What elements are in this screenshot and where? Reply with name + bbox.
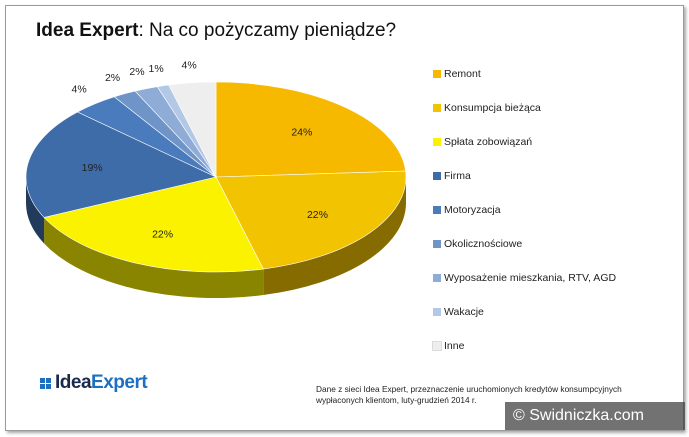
legend-item: Remont: [433, 68, 481, 80]
legend-swatch: [432, 341, 442, 351]
legend-item: Wakacje: [433, 306, 484, 318]
legend-item: Firma: [433, 170, 471, 182]
pie-data-label: 4%: [181, 59, 196, 71]
pie-data-label: 24%: [291, 126, 312, 138]
legend-swatch: [433, 138, 441, 146]
legend-label: Wakacje: [444, 306, 484, 318]
logo-expert-text: Expert: [91, 372, 148, 393]
legend-item: Konsumpcja bieżąca: [433, 102, 541, 114]
legend-label: Okolicznościowe: [444, 238, 523, 250]
logo-dots-icon: [40, 377, 51, 389]
legend-item: Okolicznościowe: [433, 238, 522, 250]
pie-data-label: 4%: [72, 83, 87, 95]
logo-idea-text: Idea: [55, 372, 92, 393]
pie-data-label: 1%: [149, 63, 164, 75]
pie-data-label: 2%: [105, 72, 120, 84]
source-note-line-1: Dane z sieci Idea Expert, przeznaczenie …: [316, 384, 622, 394]
pie-data-label: 22%: [307, 209, 328, 221]
chart-title-question: : Na co pożyczamy pieniądze?: [138, 20, 397, 41]
legend-swatch: [433, 70, 441, 78]
pie-slice: [215, 81, 406, 178]
legend-swatch: [433, 274, 441, 282]
idea-expert-logo: Idea Expert: [40, 372, 148, 394]
chart-title-brand: Idea Expert: [36, 20, 139, 41]
legend-item: Wyposażenie mieszkania, RTV, AGD: [433, 272, 616, 284]
pie-slice: [25, 111, 217, 218]
legend-label: Inne: [444, 340, 465, 352]
legend-label: Spłata zobowiązań: [444, 136, 533, 148]
legend-label: Motoryzacja: [444, 204, 501, 216]
pie-slice: [43, 176, 264, 273]
pie-data-label: 22%: [152, 229, 173, 241]
legend-label: Konsumpcja bieżąca: [444, 102, 541, 114]
pie-data-label: 19%: [82, 162, 103, 174]
legend-swatch: [433, 172, 441, 180]
chart-title: Idea Expert: Na co pożyczamy pieniądze?: [36, 20, 396, 42]
legend-swatch: [433, 308, 441, 316]
source-note: Dane z sieci Idea Expert, przeznaczenie …: [316, 384, 676, 406]
pie-data-label: 2%: [129, 66, 144, 78]
legend-label: Remont: [444, 68, 481, 80]
legend-swatch: [433, 206, 441, 214]
pie-slice: [168, 81, 217, 178]
pie-slice-side: [44, 217, 264, 298]
pie-slice: [215, 170, 407, 270]
legend-swatch: [433, 240, 441, 248]
legend-label: Firma: [444, 170, 471, 182]
source-note-line-2: wypłaconych klientom, luty-grudzień 2014…: [316, 395, 477, 405]
legend-item: Motoryzacja: [433, 204, 501, 216]
pie-slice-side: [26, 177, 45, 244]
legend-swatch: [433, 104, 441, 112]
legend-item: Inne: [432, 340, 465, 352]
pie-slice-side: [263, 177, 406, 296]
legend-item: Spłata zobowiązań: [433, 136, 532, 148]
legend-label: Wyposażenie mieszkania, RTV, AGD: [444, 272, 617, 284]
watermark: © Swidniczka.com: [505, 402, 685, 430]
